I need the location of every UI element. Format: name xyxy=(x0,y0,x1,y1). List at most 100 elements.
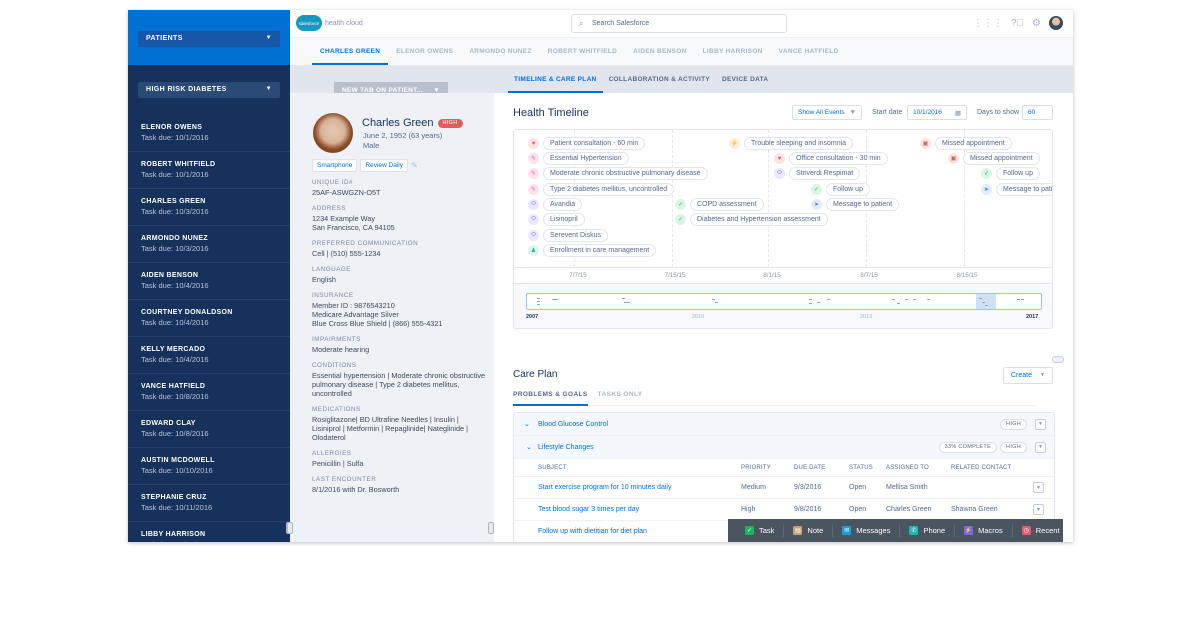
column-header[interactable]: RELATED CONTACT xyxy=(951,464,1012,471)
table-row[interactable]: Follow up with dietitian for diet plan xyxy=(514,521,1054,542)
event-label: Office consultation - 30 min xyxy=(789,152,888,165)
table-row[interactable]: Start exercise program for 10 minutes da… xyxy=(514,477,1054,499)
table-row[interactable]: Test blood sugar 3 times per day High 9/8/… xyxy=(514,499,1054,521)
task-due: Task due: 10/1/2016 xyxy=(141,133,209,142)
tab-problems-goals[interactable]: PROBLEMS & GOALS xyxy=(513,386,588,406)
subject-cell[interactable]: Follow up with dietitian for diet plan xyxy=(538,528,647,535)
timeline-event[interactable]: ♥ Patient consultation - 60 min xyxy=(528,137,646,150)
tab-patient[interactable]: CHARLES GREEN xyxy=(312,38,389,65)
logo: salesforce health cloud xyxy=(296,15,363,31)
product-name: health cloud xyxy=(325,19,363,27)
resize-handle[interactable] xyxy=(287,522,293,534)
sidebar-item[interactable]: AUSTIN MCDOWELL Task due: 10/10/2016 xyxy=(128,448,290,485)
tab-patient[interactable]: ARMONDO NUNEZ xyxy=(469,48,532,55)
sidebar-item[interactable]: VANCE HATFIELD Task due: 10/8/2016 xyxy=(128,374,290,411)
timeline-event[interactable]: ✎ Type 2 diabetes mellitus, uncontrolled xyxy=(528,183,675,196)
start-date-input[interactable]: 10/1/2016 ▦ xyxy=(907,105,967,120)
sidebar-item[interactable]: LIBBY HARRISON Task due: 10/12/2016 xyxy=(128,522,290,542)
detail-field: LANGUAGE English xyxy=(312,266,487,284)
tab-patient[interactable]: ELENOR OWENS xyxy=(396,48,454,55)
problem-row[interactable]: ⌄ Blood Glucose Control HIGH ▼ xyxy=(514,413,1054,436)
tab-patient[interactable]: ROBERT WHITFIELD xyxy=(547,48,618,55)
utility-note[interactable]: ▤ Note xyxy=(784,524,834,537)
timeline-event[interactable]: ⚡ Trouble sleeping and insomnia xyxy=(729,137,854,150)
column-header[interactable]: PRIORITY xyxy=(741,464,771,471)
timeline-event[interactable]: ✓ Follow up xyxy=(811,183,870,196)
column-header[interactable]: SUBJECT xyxy=(538,464,567,471)
tab-patient[interactable]: AIDEN BENSON xyxy=(633,48,687,55)
resize-handle[interactable] xyxy=(488,522,494,534)
timeline-event[interactable]: ⬭ Avandia xyxy=(528,198,583,211)
sidebar-item[interactable]: EDWARD CLAY Task due: 10/8/2016 xyxy=(128,411,290,448)
timeline-event[interactable]: ✓ COPD assessment xyxy=(675,198,764,211)
sidebar-item[interactable]: CHARLES GREEN Task due: 10/3/2016 xyxy=(128,189,290,226)
tab-tasks-only[interactable]: TASKS ONLY xyxy=(597,391,643,398)
problem-name[interactable]: Blood Glucose Control xyxy=(538,420,609,428)
sidebar-item[interactable]: STEPHANIE CRUZ Task due: 10/11/2016 xyxy=(128,485,290,522)
app-launcher-icon[interactable]: ⋮⋮⋮ xyxy=(972,17,1003,29)
utility-phone[interactable]: ✆ Phone xyxy=(900,524,956,537)
sidebar-item[interactable]: ELENOR OWENS Task due: 10/1/2016 xyxy=(128,115,290,152)
chevron-down-icon[interactable]: ⌄ xyxy=(524,421,530,428)
column-header[interactable]: STATUS xyxy=(849,464,873,471)
sidebar-item[interactable]: ARMONDO NUNEZ Task due: 10/3/2016 xyxy=(128,226,290,263)
pencil-icon[interactable]: ✎ xyxy=(411,161,418,170)
help-icon[interactable]: ?⃝ xyxy=(1010,17,1025,29)
pill-icon: ⬭ xyxy=(774,168,785,179)
row-menu-button[interactable]: ▼ xyxy=(1035,418,1046,430)
timeline-event[interactable]: ▣ Missed appointment xyxy=(948,152,1040,165)
overview-event-mark xyxy=(897,303,900,304)
column-header[interactable]: ASSIGNED TO xyxy=(886,464,929,471)
tab-sub[interactable]: TIMELINE & CARE PLAN xyxy=(508,65,603,93)
search-input[interactable]: ⌕ Search Salesforce xyxy=(571,14,787,33)
utility-task[interactable]: ✓ Task xyxy=(736,524,785,537)
scroll-handle[interactable] xyxy=(1052,356,1064,363)
tab-patient[interactable]: LIBBY HARRISON xyxy=(702,48,763,55)
column-header[interactable]: DUE DATE xyxy=(794,464,826,471)
sidebar-item[interactable]: AIDEN BENSON Task due: 10/4/2016 xyxy=(128,263,290,300)
timeline-event[interactable]: ⬭ Serevent Diskus xyxy=(528,229,608,242)
timeline-event[interactable]: ✎ Essential Hypertension xyxy=(528,152,629,165)
timeline-event[interactable]: ⬭ Striverdi Respimat xyxy=(774,167,861,180)
days-input[interactable]: 60 xyxy=(1022,105,1053,120)
avatar[interactable] xyxy=(1049,16,1063,30)
timeline-event[interactable]: ➤ Message to pati xyxy=(981,183,1052,196)
subject-cell[interactable]: Test blood sugar 3 times per day xyxy=(538,506,640,513)
chevron-down-icon[interactable]: ⌄ xyxy=(526,444,532,451)
event-label: Diabetes and Hypertension assessment xyxy=(690,213,828,226)
subject-cell[interactable]: Start exercise program for 10 minutes da… xyxy=(538,484,672,491)
sidebar-item[interactable]: ROBERT WHITFIELD Task due: 10/1/2016 xyxy=(128,152,290,189)
patient-name: Charles Green xyxy=(362,117,434,129)
utility-macro[interactable]: ⚡ Macros xyxy=(955,524,1013,537)
overview-selection-handle[interactable] xyxy=(976,294,996,309)
row-menu-button[interactable]: ▼ xyxy=(1033,482,1044,493)
timeline-event[interactable]: ♥ Office consultation - 30 min xyxy=(774,152,888,165)
timeline-event[interactable]: ✓ Diabetes and Hypertension assessment xyxy=(675,213,828,226)
timeline-event[interactable]: ➤ Message to patient xyxy=(811,198,900,211)
list-filter-dropdown[interactable]: HIGH RISK DIABETES ▼ xyxy=(138,82,280,98)
sidebar-item[interactable]: KELLY MERCADO Task due: 10/4/2016 xyxy=(128,337,290,374)
overview-range[interactable] xyxy=(526,293,1042,310)
patients-dropdown[interactable]: PATIENTS ▼ xyxy=(138,31,280,47)
timeline-event[interactable]: ✎ Moderate chronic obstructive pulmonary … xyxy=(528,167,708,180)
timeline-event[interactable]: ▣ Missed appointment xyxy=(920,137,1012,150)
chip-smartphone[interactable]: Smartphone xyxy=(312,159,358,172)
timeline-event[interactable]: ⬭ Lisinopril xyxy=(528,213,585,226)
goal-name[interactable]: Lifestyle Changes xyxy=(538,443,594,451)
row-menu-button[interactable]: ▼ xyxy=(1033,504,1044,515)
event-filter-dropdown[interactable]: Show All Events ▼ xyxy=(792,105,862,120)
tab-sub[interactable]: DEVICE DATA xyxy=(722,76,769,83)
timeline-event[interactable]: ♟ Enrollment in care management xyxy=(528,244,657,257)
timeline-event[interactable]: ✓ Follow up xyxy=(981,167,1040,180)
create-button[interactable]: Create ▼ xyxy=(1003,367,1053,384)
utility-recent[interactable]: ◷ Recent xyxy=(1013,524,1069,537)
task-due: Task due: 10/3/2016 xyxy=(141,207,209,216)
chip-review-daily[interactable]: Review Daily xyxy=(360,159,408,172)
row-menu-button[interactable]: ▼ xyxy=(1035,441,1046,453)
goal-row[interactable]: ⌄ Lifestyle Changes 33% COMPLETE HIGH ▼ xyxy=(514,436,1054,459)
tab-patient[interactable]: VANCE HATFIELD xyxy=(778,48,839,55)
sidebar-item[interactable]: COURTNEY DONALDSON Task due: 10/4/2016 xyxy=(128,300,290,337)
tab-sub[interactable]: COLLABORATION & ACTIVITY xyxy=(608,76,711,83)
gear-icon[interactable]: ⚙ xyxy=(1032,17,1041,29)
utility-email[interactable]: ✉ Messages xyxy=(833,524,901,537)
